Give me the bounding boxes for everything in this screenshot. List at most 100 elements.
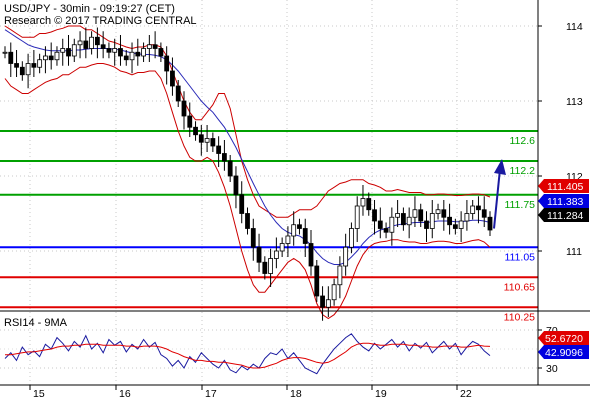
candle-body [146, 44, 152, 49]
candle-body [377, 220, 383, 229]
price-tag-box [538, 208, 589, 222]
candle-body [227, 160, 233, 177]
candle-body [366, 198, 372, 211]
price-tags: 111.405 111.383 111.284 [538, 179, 589, 222]
level-label: 112.2 [510, 165, 536, 177]
projection-arrow-head [494, 159, 506, 175]
candle-body [118, 48, 123, 57]
rsi-tag-label: 52.6720 [545, 333, 583, 345]
candle-body [337, 265, 343, 286]
candle-body [273, 250, 279, 259]
candle-body [83, 40, 89, 49]
candle-body [441, 209, 447, 218]
candle-body [19, 66, 25, 76]
candle-body [256, 246, 262, 263]
candle-body [245, 213, 250, 229]
candle-body [8, 51, 14, 64]
candle-body [129, 51, 135, 61]
candle-body [48, 55, 54, 61]
candle-body [487, 216, 493, 231]
candle-body [43, 55, 48, 61]
candle-body [198, 134, 204, 143]
candle-body [152, 44, 158, 49]
candle-body [429, 213, 435, 229]
time-tick-label: 22 [460, 388, 472, 400]
price-tag-label: 111.383 [547, 196, 584, 208]
main-gridlines [0, 0, 538, 385]
candle-body [60, 48, 66, 53]
candle-body [158, 48, 164, 57]
projection-arrow-shaft [493, 168, 501, 229]
level-label: 111.05 [504, 251, 535, 263]
rsi-series-line [4, 333, 491, 375]
candle-body [354, 205, 360, 229]
candle-body [112, 48, 118, 53]
candle-body [37, 59, 43, 68]
time-tick-label: 19 [375, 388, 387, 400]
candle-body [343, 246, 349, 267]
candle-body [66, 48, 71, 57]
rsi-value-tags: 52.6720 42.9096 [538, 331, 589, 359]
candle-body [464, 213, 470, 222]
candle-body [25, 63, 31, 76]
candle-body [14, 63, 19, 68]
candle-body [89, 36, 95, 49]
candle-body [302, 228, 308, 244]
price-tag-box [538, 179, 589, 193]
candle-body [389, 216, 395, 233]
candle-body [187, 115, 193, 128]
candle-body [204, 138, 210, 143]
candle-body [470, 205, 476, 214]
rsi-tag-box [538, 345, 589, 359]
price-candles [2, 27, 493, 321]
price-tag-label: 111.284 [547, 210, 584, 222]
candle-body [216, 145, 222, 154]
rsi-series [4, 333, 491, 375]
candle-body [452, 224, 458, 229]
candle-body [141, 48, 146, 57]
candle-body [268, 258, 273, 274]
candle-body [279, 243, 285, 252]
candle-body [285, 235, 291, 244]
candle-body [233, 175, 239, 196]
candle-body [94, 36, 100, 46]
support-resistance-levels: 112.6 112.2 111.75 111.05 110.65 110.25 [0, 130, 538, 323]
candle-body [106, 48, 112, 53]
candle-body [481, 209, 487, 218]
bollinger-lower-line [4, 63, 491, 320]
candle-body [325, 299, 331, 308]
candle-body [308, 243, 314, 267]
candle-body [54, 51, 60, 61]
candle-body [349, 228, 354, 248]
candle-body [164, 55, 170, 72]
candle-body [31, 63, 37, 68]
candle-body [314, 265, 320, 297]
candle-body [222, 153, 227, 162]
level-label: 110.25 [504, 311, 535, 323]
candle-body [372, 209, 377, 222]
rsi-tag-label: 42.9096 [545, 347, 583, 359]
candle-body [170, 70, 175, 87]
time-tick-label: 16 [119, 388, 131, 400]
rsi-gridlines [0, 329, 538, 369]
candle-body [395, 213, 401, 218]
candle-body [476, 205, 481, 211]
level-label: 110.65 [504, 281, 535, 293]
candle-body [250, 228, 256, 248]
main-panel: 112.6 112.2 111.75 111.05 110.65 110.25 114 11… [0, 0, 590, 385]
rsi-tick-label: 30 [546, 363, 558, 375]
level-label: 112.6 [510, 135, 536, 147]
rsi-tag-box [538, 331, 589, 345]
candle-body [135, 51, 141, 57]
price-tick-label: 113 [566, 96, 583, 108]
candle-body [210, 138, 216, 147]
candle-body [123, 55, 129, 61]
price-tick-label: 111 [566, 246, 582, 258]
candle-body [175, 85, 181, 102]
price-tag-box [538, 194, 589, 208]
candle-body [320, 295, 325, 308]
candle-body [239, 194, 245, 214]
candle-body [291, 224, 297, 237]
